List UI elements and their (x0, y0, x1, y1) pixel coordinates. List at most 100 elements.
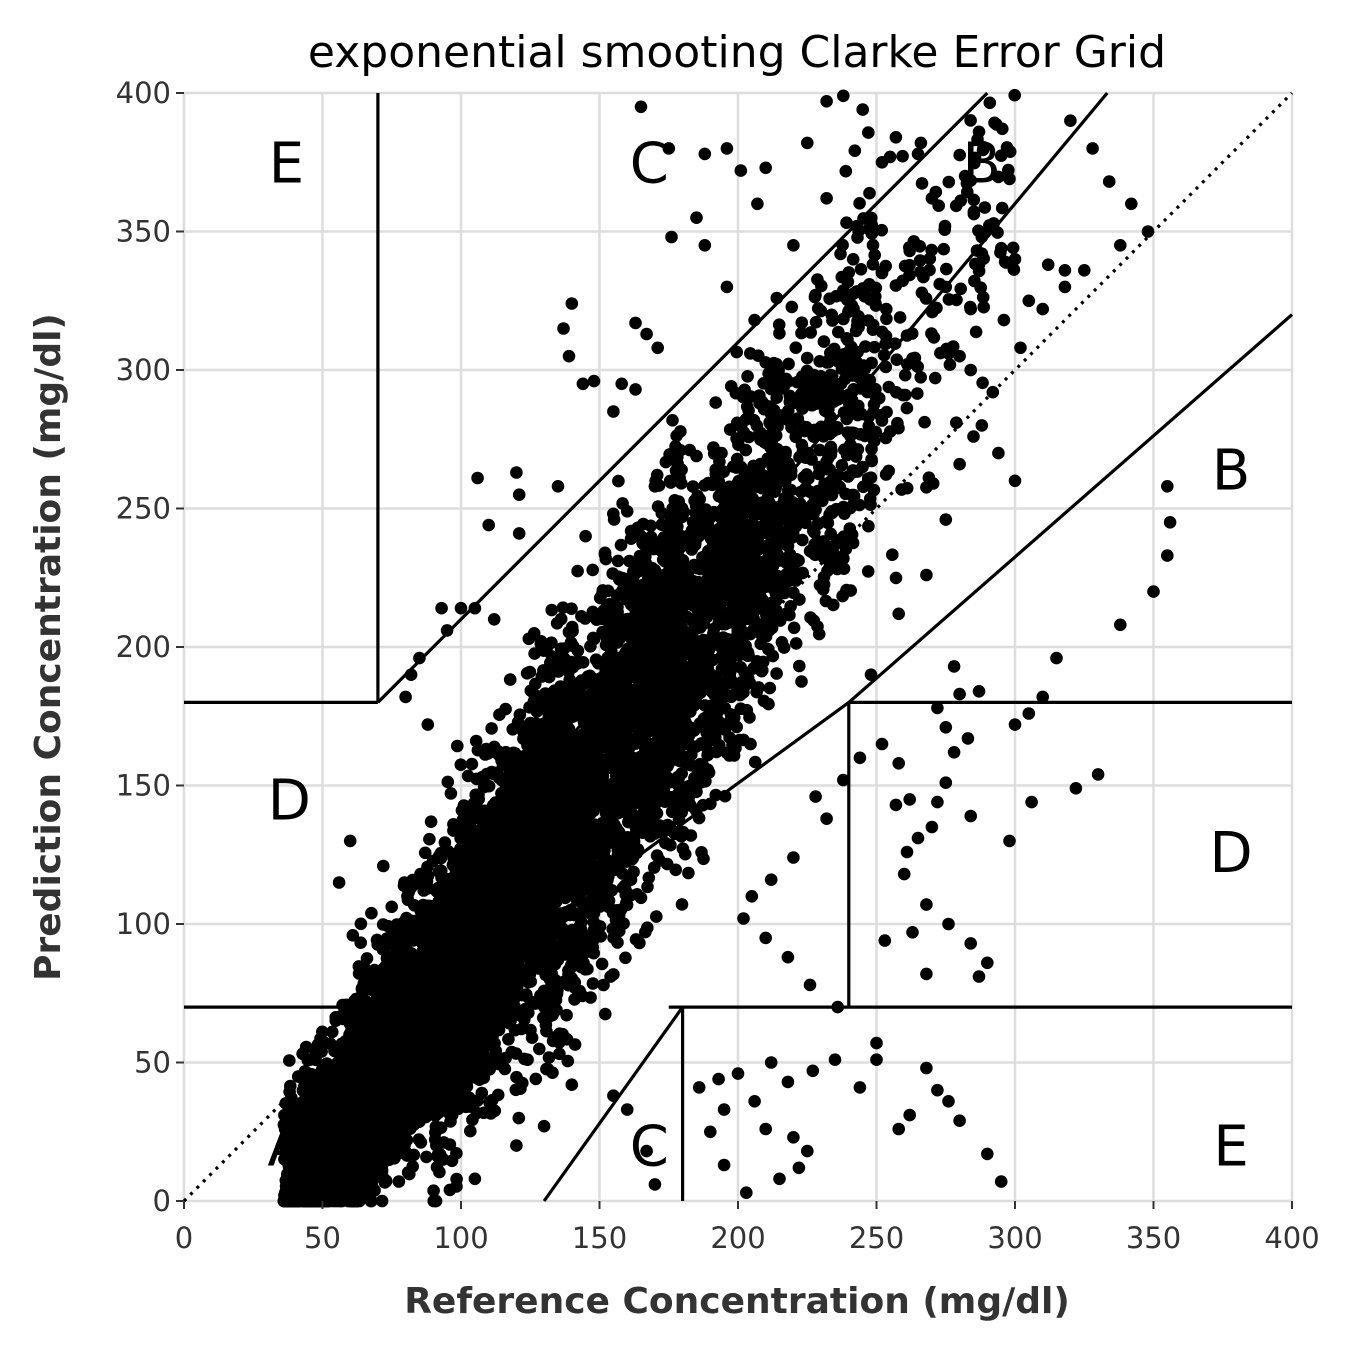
data-point (348, 1176, 362, 1189)
data-point (394, 1097, 408, 1110)
data-point (277, 1194, 291, 1208)
data-point (387, 973, 401, 986)
data-point (381, 1129, 395, 1142)
data-point (418, 846, 432, 860)
data-point (294, 1103, 308, 1117)
data-point (400, 1069, 414, 1083)
data-point (352, 1137, 366, 1151)
data-point (348, 1041, 362, 1054)
data-point (360, 968, 374, 982)
data-point (283, 1054, 296, 1067)
data-point (441, 775, 455, 789)
data-point (334, 1117, 347, 1130)
data-point (345, 1087, 359, 1100)
data-point (319, 1125, 332, 1138)
data-point (305, 1155, 319, 1168)
data-point (451, 739, 464, 753)
data-point (346, 929, 360, 942)
data-point (328, 1101, 342, 1114)
data-point (413, 1057, 427, 1070)
data-point (520, 667, 534, 680)
data-point (284, 1079, 297, 1093)
data-point (311, 1038, 325, 1051)
data-point (378, 998, 392, 1012)
data-point (326, 1137, 339, 1150)
data-point (365, 1194, 378, 1208)
data-point (420, 1150, 433, 1164)
data-point (400, 1047, 413, 1061)
data-point (454, 758, 468, 771)
data-point (358, 1149, 372, 1162)
data-point (485, 722, 498, 735)
data-point (478, 748, 492, 761)
data-point (353, 1023, 367, 1036)
data-point (565, 602, 578, 615)
data-point (420, 875, 434, 888)
data-point (326, 1025, 339, 1039)
data-point (401, 954, 415, 968)
data-point (368, 1184, 381, 1197)
data-point (335, 1165, 348, 1178)
data-point (392, 1175, 406, 1188)
data-point (301, 1053, 315, 1067)
data-point (503, 673, 517, 686)
data-point (614, 538, 628, 552)
scatter-points (277, 88, 1177, 1208)
data-point (545, 603, 558, 617)
data-point (379, 1069, 393, 1083)
data-point (401, 1083, 415, 1097)
data-point (395, 1000, 409, 1013)
data-point (351, 1012, 364, 1025)
data-point (348, 1123, 361, 1137)
data-point (345, 1060, 359, 1073)
data-point (376, 1144, 390, 1158)
data-point (318, 1164, 332, 1178)
data-point (464, 1124, 477, 1138)
data-point (413, 1106, 427, 1120)
data-point (304, 1084, 318, 1098)
data-point (407, 1148, 421, 1162)
data-point (324, 1037, 337, 1050)
data-point (354, 917, 368, 931)
data-point (396, 916, 410, 930)
data-point (304, 1179, 317, 1193)
data-point (400, 1115, 414, 1128)
data-point (533, 1042, 546, 1056)
data-point (466, 1113, 479, 1127)
data-point (311, 1097, 324, 1110)
data-point (571, 564, 584, 578)
data-point (358, 1076, 371, 1089)
data-point (377, 1054, 391, 1067)
data-point (375, 1163, 389, 1176)
data-point (612, 474, 625, 488)
data-point (444, 787, 458, 800)
data-point (329, 1014, 343, 1027)
data-point (291, 1070, 305, 1083)
data-point (550, 617, 564, 630)
data-point (586, 563, 599, 577)
data-point (412, 1133, 426, 1146)
data-point (423, 832, 436, 846)
data-point (305, 1137, 318, 1151)
data-point (334, 1048, 348, 1062)
data-point (406, 1160, 420, 1173)
data-point (377, 859, 390, 873)
data-point (313, 1194, 326, 1208)
data-point (327, 1194, 340, 1207)
data-point (416, 985, 430, 998)
data-point (379, 1174, 393, 1188)
data-point (316, 1025, 329, 1039)
data-point (376, 918, 390, 931)
data-point (347, 1165, 361, 1178)
data-point (370, 933, 384, 947)
data-point (465, 757, 479, 771)
data-point (432, 849, 446, 863)
data-point (529, 1072, 543, 1086)
data-point (424, 815, 438, 828)
data-point (305, 1110, 318, 1123)
data-point (400, 1028, 413, 1041)
data-point (299, 1040, 313, 1054)
data-point (385, 900, 399, 914)
data-point (371, 1019, 384, 1033)
